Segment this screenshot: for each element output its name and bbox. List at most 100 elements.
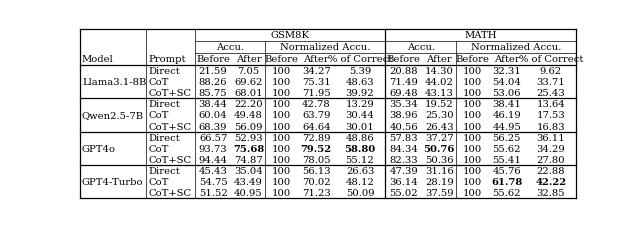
Text: 26.43: 26.43 [425,122,454,131]
Text: 69.48: 69.48 [390,89,418,98]
Text: 52.93: 52.93 [234,133,263,142]
Text: 68.01: 68.01 [234,89,263,98]
Text: 100: 100 [463,111,482,120]
Text: 38.44: 38.44 [198,100,228,109]
Text: Normalized Accu.: Normalized Accu. [280,43,371,52]
Text: 39.92: 39.92 [346,89,374,98]
Text: Normalized Accu.: Normalized Accu. [471,43,561,52]
Text: 55.41: 55.41 [493,155,522,164]
Text: 38.41: 38.41 [493,100,522,109]
Text: 31.16: 31.16 [425,166,454,175]
Text: 100: 100 [463,177,482,186]
Text: 88.26: 88.26 [199,78,227,87]
Text: 21.59: 21.59 [199,67,227,76]
Text: 25.43: 25.43 [536,89,565,98]
Text: Direct: Direct [148,133,180,142]
Text: Model: Model [82,55,114,64]
Text: 42.22: 42.22 [535,177,566,186]
Text: CoT: CoT [148,111,168,120]
Text: 20.88: 20.88 [390,67,418,76]
Text: 61.78: 61.78 [492,177,522,186]
Text: 58.80: 58.80 [344,144,376,153]
Text: 71.49: 71.49 [389,78,419,87]
Text: 44.02: 44.02 [425,78,454,87]
Text: 85.75: 85.75 [199,89,227,98]
Text: Direct: Direct [148,100,180,109]
Text: 53.06: 53.06 [493,89,521,98]
Text: 78.05: 78.05 [302,155,330,164]
Text: 22.88: 22.88 [536,166,565,175]
Text: 50.76: 50.76 [424,144,455,153]
Text: CoT+SC: CoT+SC [148,122,191,131]
Text: 57.83: 57.83 [390,133,418,142]
Text: 100: 100 [463,67,482,76]
Text: 60.04: 60.04 [199,111,227,120]
Text: 100: 100 [463,89,482,98]
Text: 100: 100 [463,133,482,142]
Text: 50.36: 50.36 [425,155,454,164]
Text: 79.52: 79.52 [301,144,332,153]
Text: Accu.: Accu. [216,43,244,52]
Text: 75.68: 75.68 [233,144,264,153]
Text: 84.34: 84.34 [389,144,419,153]
Text: GPT4o: GPT4o [82,144,116,153]
Text: 55.12: 55.12 [346,155,374,164]
Text: 54.75: 54.75 [199,177,227,186]
Text: CoT: CoT [148,144,168,153]
Text: 100: 100 [272,155,291,164]
Text: 93.73: 93.73 [199,144,227,153]
Text: 47.39: 47.39 [390,166,418,175]
Text: After: After [303,55,329,64]
Text: % of Correct: % of Correct [328,55,392,64]
Text: 45.43: 45.43 [198,166,228,175]
Text: After: After [426,55,452,64]
Text: 100: 100 [272,67,291,76]
Text: 74.87: 74.87 [234,155,263,164]
Text: 34.27: 34.27 [302,67,331,76]
Text: After: After [494,55,520,64]
Text: 100: 100 [463,144,482,153]
Text: 68.39: 68.39 [199,122,227,131]
Text: GPT4-Turbo: GPT4-Turbo [82,177,143,186]
Text: 55.62: 55.62 [493,188,521,198]
Text: 49.48: 49.48 [234,111,263,120]
Text: Prompt: Prompt [148,55,186,64]
Text: CoT+SC: CoT+SC [148,188,191,198]
Text: 100: 100 [272,166,291,175]
Text: 72.89: 72.89 [302,133,330,142]
Text: 100: 100 [272,111,291,120]
Text: 40.56: 40.56 [390,122,418,131]
Text: 82.33: 82.33 [390,155,418,164]
Text: 26.63: 26.63 [346,166,374,175]
Text: 94.44: 94.44 [198,155,228,164]
Text: 56.25: 56.25 [493,133,521,142]
Text: 42.78: 42.78 [302,100,331,109]
Text: After: After [236,55,261,64]
Text: Before: Before [196,55,230,64]
Text: Llama3.1-8B: Llama3.1-8B [82,78,147,87]
Text: 38.96: 38.96 [390,111,418,120]
Text: 16.83: 16.83 [536,122,565,131]
Text: 100: 100 [272,144,291,153]
Text: 66.57: 66.57 [199,133,227,142]
Text: 75.31: 75.31 [302,78,331,87]
Text: 37.27: 37.27 [425,133,454,142]
Text: 63.79: 63.79 [302,111,330,120]
Text: Direct: Direct [148,166,180,175]
Text: 5.39: 5.39 [349,67,371,76]
Text: 56.09: 56.09 [234,122,263,131]
Text: 71.23: 71.23 [302,188,331,198]
Text: 40.95: 40.95 [234,188,263,198]
Text: CoT+SC: CoT+SC [148,89,191,98]
Text: 55.62: 55.62 [493,144,521,153]
Text: GSM8K: GSM8K [271,31,309,40]
Text: 27.80: 27.80 [536,155,565,164]
Text: 13.29: 13.29 [346,100,374,109]
Text: 44.95: 44.95 [493,122,522,131]
Text: Direct: Direct [148,67,180,76]
Text: Before: Before [264,55,298,64]
Text: CoT+SC: CoT+SC [148,155,191,164]
Text: 43.49: 43.49 [234,177,263,186]
Text: 100: 100 [272,177,291,186]
Text: CoT: CoT [148,177,168,186]
